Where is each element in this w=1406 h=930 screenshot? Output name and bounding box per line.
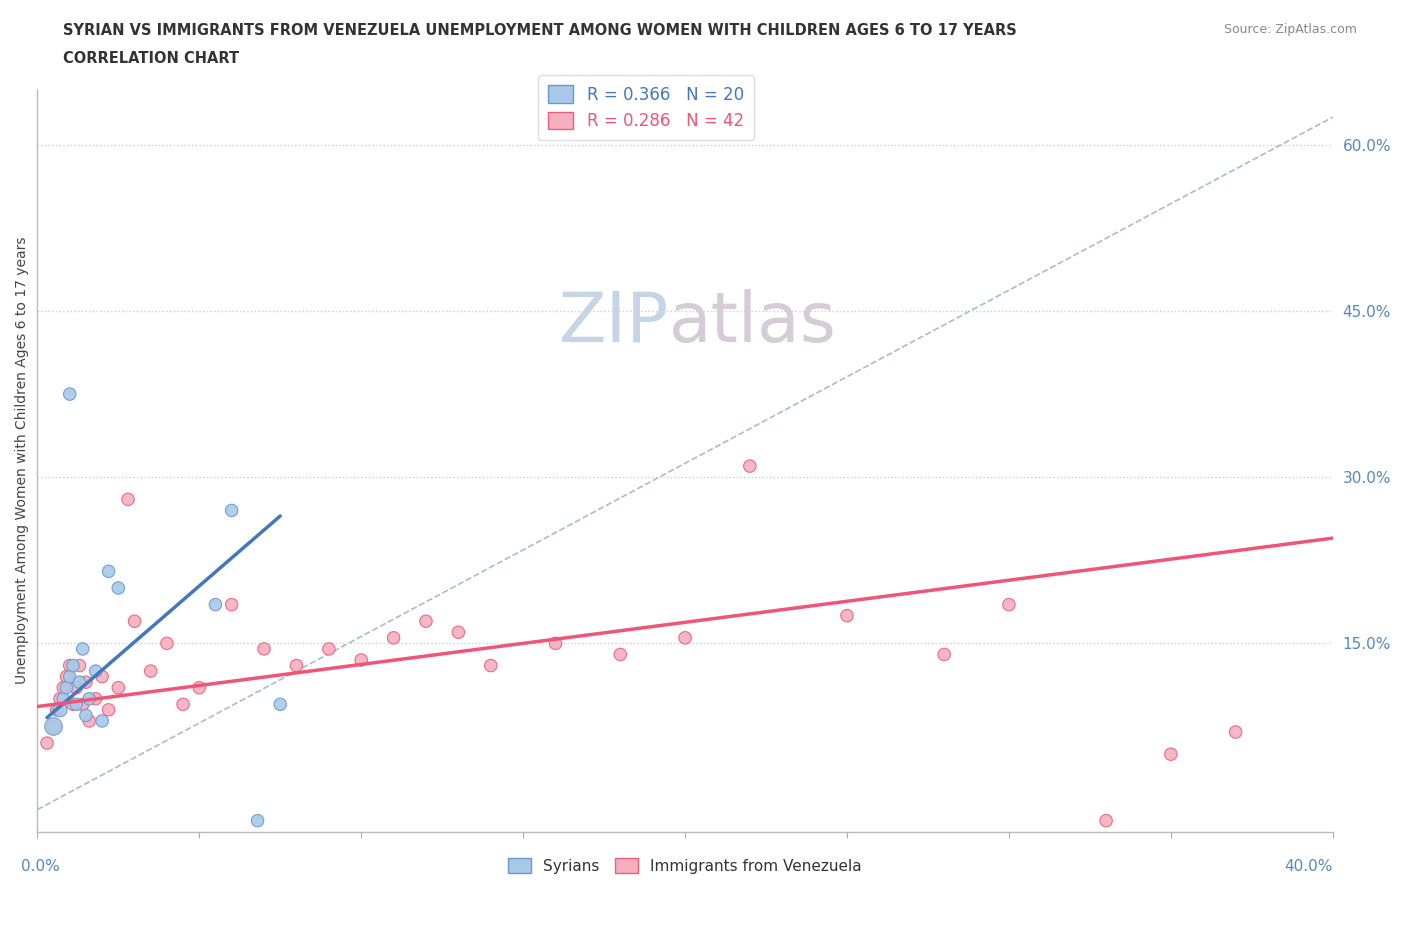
Point [998,597,1021,612]
Point [285,658,308,673]
Point [77,691,100,706]
Point [97,564,120,578]
Point [253,642,276,657]
Point [188,680,211,695]
Point [835,608,858,623]
Point [52,680,75,695]
Text: 0.0%: 0.0% [21,859,60,874]
Point [269,697,291,711]
Point [62,697,84,711]
Point [934,647,956,662]
Point [415,614,437,629]
Point [62,658,84,673]
Point [49,702,72,717]
Point [609,647,631,662]
Point [139,664,162,679]
Point [447,625,470,640]
Point [72,642,94,657]
Point [75,675,97,690]
Point [97,702,120,717]
Point [673,631,696,645]
Point [91,713,114,728]
Point [479,658,502,673]
Point [35,736,58,751]
Point [156,636,179,651]
Point [65,680,87,695]
Text: 40.0%: 40.0% [1285,859,1333,874]
Point [350,653,373,668]
Point [1095,813,1118,828]
Point [84,664,107,679]
Point [45,702,67,717]
Point [49,691,72,706]
Point [738,458,761,473]
Text: SYRIAN VS IMMIGRANTS FROM VENEZUELA UNEMPLOYMENT AMONG WOMEN WITH CHILDREN AGES : SYRIAN VS IMMIGRANTS FROM VENEZUELA UNEM… [63,23,1017,38]
Point [55,680,77,695]
Point [75,708,97,723]
Point [65,697,87,711]
Point [77,713,100,728]
Y-axis label: Unemployment Among Women with Children Ages 6 to 17 years: Unemployment Among Women with Children A… [15,237,30,684]
Point [55,670,77,684]
Point [91,670,114,684]
Text: Source: ZipAtlas.com: Source: ZipAtlas.com [1223,23,1357,36]
Point [221,503,243,518]
Point [72,697,94,711]
Point [84,691,107,706]
Point [318,642,340,657]
Point [67,658,90,673]
Point [1225,724,1247,739]
Point [382,631,405,645]
Point [124,614,146,629]
Point [59,658,82,673]
Text: CORRELATION CHART: CORRELATION CHART [63,51,239,66]
Text: atlas: atlas [669,288,837,355]
Point [52,691,75,706]
Legend: Syrians, Immigrants from Venezuela: Syrians, Immigrants from Venezuela [502,852,868,880]
Point [204,597,226,612]
Point [1160,747,1182,762]
Point [67,675,90,690]
Point [42,719,65,734]
Point [246,813,269,828]
Point [59,670,82,684]
Point [107,680,129,695]
Point [221,597,243,612]
Point [117,492,139,507]
Point [107,580,129,595]
Point [42,719,65,734]
Point [544,636,567,651]
Point [172,697,194,711]
Text: ZIP: ZIP [558,288,669,355]
Point [59,387,82,402]
